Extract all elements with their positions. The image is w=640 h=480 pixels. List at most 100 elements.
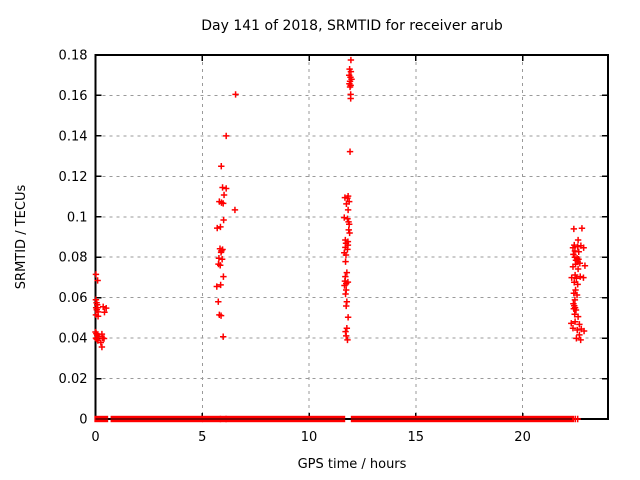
- data-point: [576, 321, 583, 328]
- data-point: [347, 68, 355, 75]
- data-point: [574, 236, 582, 244]
- data-point: [569, 244, 577, 251]
- x-tick-label: 0: [91, 430, 99, 445]
- data-point: [220, 273, 227, 280]
- data-point: [347, 56, 355, 64]
- data-point: [573, 291, 581, 299]
- data-point: [571, 311, 578, 318]
- x-tick-label: 10: [301, 430, 318, 445]
- data-point: [571, 271, 579, 279]
- data-point: [575, 248, 582, 255]
- data-point: [343, 200, 350, 208]
- data-point: [571, 247, 579, 255]
- data-point: [344, 314, 352, 321]
- data-points-layer: [92, 56, 589, 351]
- data-point: [580, 274, 587, 281]
- data-point: [571, 296, 579, 304]
- data-point: [580, 244, 587, 251]
- data-point: [341, 282, 348, 289]
- axis-layer: [94, 54, 609, 420]
- data-point: [576, 260, 584, 267]
- data-point: [102, 304, 110, 312]
- data-point: [217, 249, 225, 256]
- data-point: [345, 221, 353, 228]
- data-point: [574, 281, 581, 288]
- data-point: [574, 265, 582, 273]
- data-point: [574, 243, 581, 250]
- data-point: [222, 132, 230, 140]
- data-point: [217, 312, 225, 319]
- data-point: [220, 216, 227, 224]
- data-point: [232, 91, 239, 98]
- y-tick-label: 0.18: [59, 49, 88, 64]
- data-point: [94, 277, 101, 284]
- data-point: [344, 194, 351, 202]
- data-point: [570, 290, 578, 297]
- y-axis-label: SRMTID / TECUs: [14, 185, 29, 290]
- data-point: [215, 298, 222, 305]
- y-tick-label: 0.06: [59, 291, 88, 306]
- data-point: [347, 95, 354, 102]
- data-point: [344, 246, 351, 253]
- data-point: [94, 313, 102, 320]
- data-point: [571, 279, 578, 286]
- data-point: [342, 302, 350, 310]
- data-point: [222, 185, 230, 192]
- data-point: [342, 258, 349, 265]
- data-point: [219, 333, 227, 340]
- data-point: [574, 313, 582, 320]
- data-point: [572, 306, 580, 314]
- data-point: [571, 318, 579, 325]
- data-point: [344, 336, 351, 344]
- data-point: [98, 343, 106, 351]
- data-point: [217, 281, 224, 289]
- data-point: [573, 275, 580, 282]
- data-point: [573, 335, 580, 342]
- x-axis-label: GPS time / hours: [298, 457, 407, 472]
- data-point: [219, 184, 226, 191]
- data-point: [342, 290, 349, 298]
- data-point: [577, 336, 584, 344]
- data-point: [581, 262, 589, 269]
- data-point: [344, 215, 351, 222]
- data-point: [97, 339, 105, 346]
- y-tick-label: 0.04: [59, 332, 88, 347]
- x-tick-label: 5: [198, 430, 206, 445]
- data-point: [342, 251, 350, 259]
- data-point: [345, 226, 352, 234]
- data-point: [572, 286, 579, 294]
- data-point: [218, 163, 225, 170]
- data-point: [217, 262, 224, 269]
- x-tick-label: 15: [408, 430, 425, 445]
- data-point: [568, 320, 575, 327]
- y-tick-label: 0.02: [59, 372, 88, 387]
- zero-data-point: [574, 415, 581, 423]
- y-tick-label: 0.12: [59, 170, 88, 185]
- data-point: [218, 256, 226, 263]
- data-point: [346, 83, 354, 91]
- plot-border: [94, 54, 609, 420]
- data-point: [574, 326, 581, 334]
- data-point: [98, 330, 106, 338]
- data-point: [220, 191, 228, 199]
- y-tick-label: 0.14: [59, 129, 88, 144]
- data-point: [576, 331, 583, 339]
- zero-band-layer: [94, 415, 608, 423]
- data-point: [578, 225, 586, 232]
- data-point: [346, 229, 353, 237]
- data-point: [343, 325, 351, 332]
- data-point: [569, 263, 577, 270]
- data-point: [100, 335, 108, 342]
- data-point: [213, 283, 220, 290]
- data-point: [101, 309, 108, 316]
- data-point: [580, 327, 588, 335]
- data-point: [344, 206, 352, 214]
- data-point: [569, 325, 577, 332]
- tick-label-layer: 0 5 10 15 20 0 0.02 0.04 0.06 0.08 0.1 0.12 0.14 0.16…: [59, 49, 531, 446]
- data-point: [219, 200, 227, 207]
- y-tick-label: 0.1: [67, 210, 88, 225]
- data-point: [341, 214, 348, 221]
- data-point: [214, 224, 221, 232]
